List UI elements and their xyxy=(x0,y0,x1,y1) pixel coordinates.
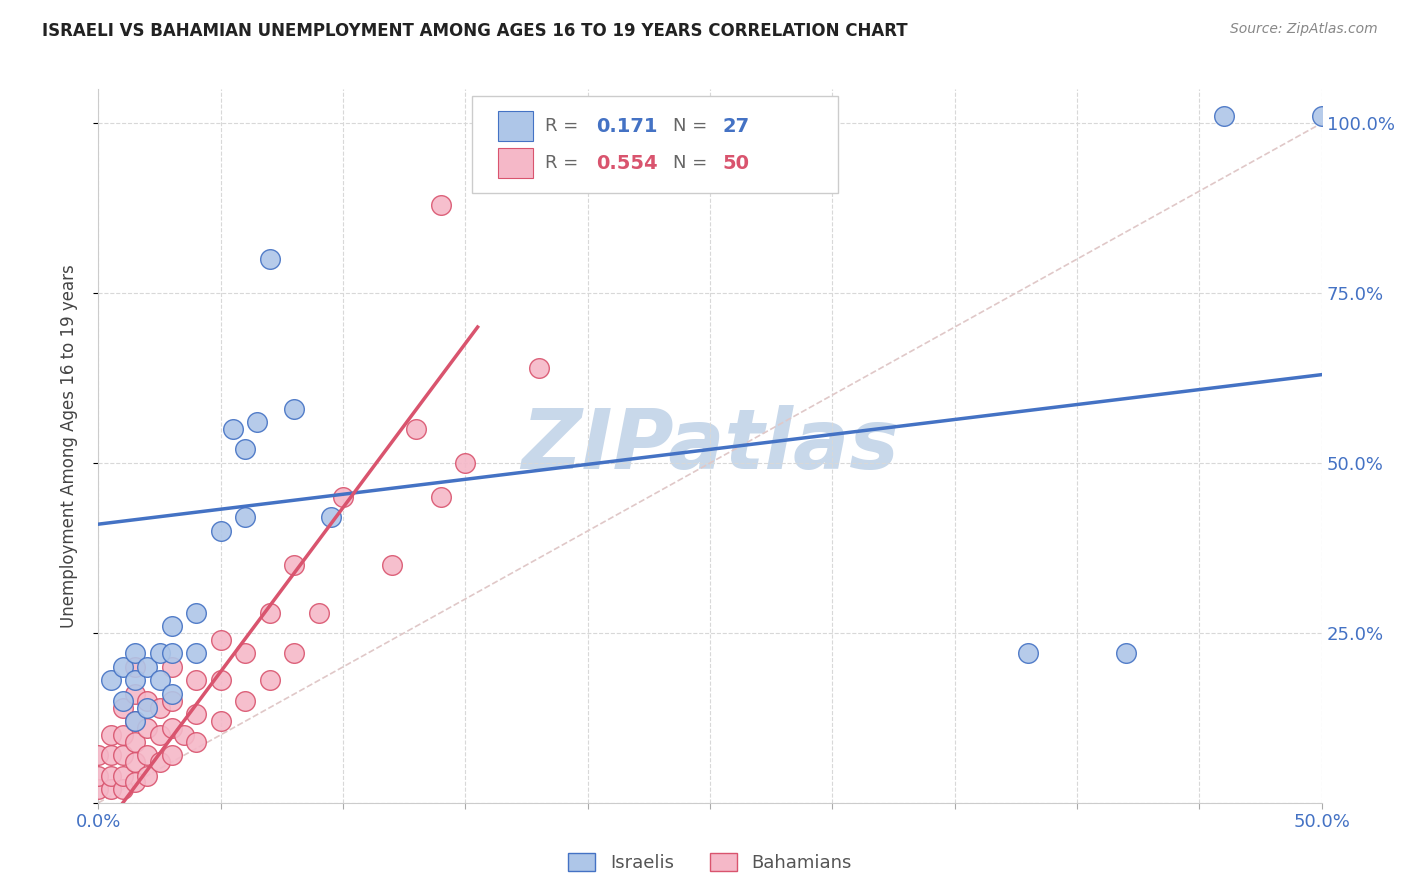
Point xyxy=(100,769,122,783)
Point xyxy=(186,707,208,722)
Point xyxy=(124,714,146,729)
Point xyxy=(100,782,122,797)
Legend: Israelis, Bahamians: Israelis, Bahamians xyxy=(561,846,859,880)
Point xyxy=(149,646,172,660)
Point xyxy=(259,606,281,620)
Point xyxy=(381,558,404,572)
Point xyxy=(527,360,550,375)
Point xyxy=(87,782,110,797)
Point xyxy=(124,755,146,769)
Point xyxy=(111,782,134,797)
Text: 50: 50 xyxy=(723,154,749,173)
Point xyxy=(1212,109,1234,123)
Text: ZIPatlas: ZIPatlas xyxy=(522,406,898,486)
Point xyxy=(111,694,134,708)
Point xyxy=(186,646,208,660)
Text: Source: ZipAtlas.com: Source: ZipAtlas.com xyxy=(1230,22,1378,37)
Point xyxy=(233,694,256,708)
FancyBboxPatch shape xyxy=(471,96,838,193)
Point xyxy=(160,721,183,735)
Y-axis label: Unemployment Among Ages 16 to 19 years: Unemployment Among Ages 16 to 19 years xyxy=(59,264,77,628)
Point xyxy=(332,490,354,504)
Point xyxy=(209,632,232,647)
Point xyxy=(160,660,183,674)
Point xyxy=(454,456,477,470)
Point xyxy=(283,558,305,572)
Point xyxy=(222,422,245,436)
Point xyxy=(233,442,256,457)
Point xyxy=(319,510,342,524)
Point xyxy=(124,687,146,701)
Point xyxy=(111,728,134,742)
Point xyxy=(160,687,183,701)
Point xyxy=(124,775,146,789)
Text: R =: R = xyxy=(546,154,583,172)
Text: N =: N = xyxy=(673,118,713,136)
Point xyxy=(308,606,330,620)
Point xyxy=(136,700,159,714)
Point xyxy=(124,734,146,748)
FancyBboxPatch shape xyxy=(498,148,533,178)
Point xyxy=(136,694,159,708)
Point xyxy=(283,646,305,660)
Point xyxy=(160,646,183,660)
Point xyxy=(87,769,110,783)
Point xyxy=(186,606,208,620)
Point xyxy=(136,721,159,735)
Point xyxy=(124,646,146,660)
Text: N =: N = xyxy=(673,154,713,172)
Point xyxy=(136,748,159,763)
Point xyxy=(186,734,208,748)
Point xyxy=(136,769,159,783)
Point xyxy=(87,748,110,763)
Text: 0.171: 0.171 xyxy=(596,117,658,136)
Point xyxy=(1115,646,1137,660)
Point xyxy=(173,728,195,742)
Point xyxy=(124,673,146,688)
Point xyxy=(186,673,208,688)
Text: 27: 27 xyxy=(723,117,749,136)
Point xyxy=(111,769,134,783)
Point xyxy=(233,510,256,524)
Point xyxy=(124,714,146,729)
FancyBboxPatch shape xyxy=(498,112,533,141)
Point xyxy=(259,252,281,266)
Point xyxy=(100,748,122,763)
Text: R =: R = xyxy=(546,118,583,136)
Point xyxy=(111,748,134,763)
Text: 0.554: 0.554 xyxy=(596,154,658,173)
Point xyxy=(111,700,134,714)
Point xyxy=(430,198,453,212)
Point xyxy=(160,619,183,633)
Point xyxy=(405,422,427,436)
Point xyxy=(283,401,305,416)
Point xyxy=(111,660,134,674)
Point xyxy=(209,714,232,729)
Point xyxy=(100,728,122,742)
Point xyxy=(160,694,183,708)
Point xyxy=(1310,109,1333,123)
Point xyxy=(233,646,256,660)
Point xyxy=(100,673,122,688)
Point xyxy=(209,524,232,538)
Point xyxy=(149,728,172,742)
Point xyxy=(160,748,183,763)
Point xyxy=(430,490,453,504)
Text: ISRAELI VS BAHAMIAN UNEMPLOYMENT AMONG AGES 16 TO 19 YEARS CORRELATION CHART: ISRAELI VS BAHAMIAN UNEMPLOYMENT AMONG A… xyxy=(42,22,908,40)
Point xyxy=(124,660,146,674)
Point xyxy=(1017,646,1039,660)
Point xyxy=(149,673,172,688)
Point xyxy=(209,673,232,688)
Point xyxy=(149,755,172,769)
Point xyxy=(259,673,281,688)
Point xyxy=(246,415,269,429)
Point xyxy=(136,660,159,674)
Point xyxy=(149,700,172,714)
